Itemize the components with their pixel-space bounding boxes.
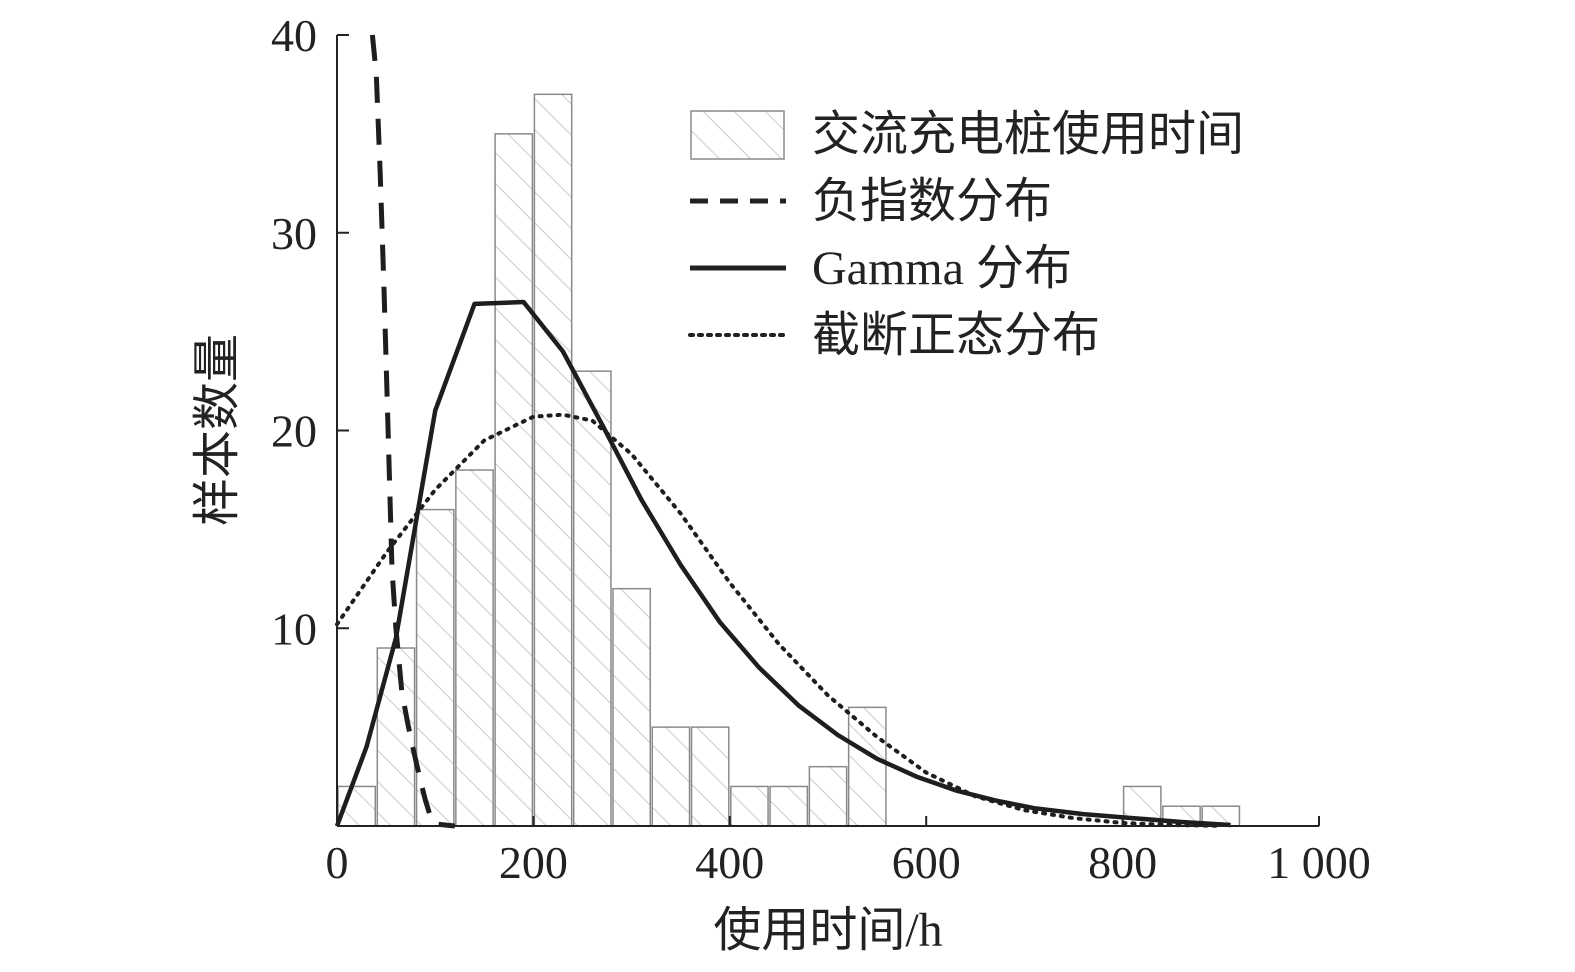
- legend-label-gamma: Gamma 分布: [812, 242, 1072, 295]
- exponential-curve: [369, 34, 456, 829]
- histogram-bar: [651, 726, 691, 827]
- histogram-bar: [769, 785, 809, 827]
- distribution-curves: [334, 34, 1231, 829]
- histogram-bar: [730, 785, 769, 827]
- histogram-bar: [808, 765, 848, 827]
- x-tick-label: 800: [1088, 837, 1157, 888]
- legend: 交流充电桩使用时间 负指数分布 Gamma 分布 截断正态分布: [688, 108, 1244, 362]
- y-axis-title: 样本数量: [191, 334, 244, 526]
- y-tick-label: 10: [271, 603, 317, 654]
- legend-label-exponential: 负指数分布: [812, 175, 1052, 228]
- histogram-bar: [455, 469, 494, 827]
- histogram-bar: [376, 647, 416, 827]
- gamma-curve: [334, 299, 1231, 828]
- legend-label-truncated-normal: 截断正态分布: [812, 309, 1100, 362]
- histogram-bars: [337, 93, 1241, 827]
- x-axis-title: 使用时间/h: [713, 904, 942, 957]
- x-tick-label: 200: [499, 837, 568, 888]
- x-tick-label: 600: [892, 837, 961, 888]
- truncated-normal-curve: [335, 412, 1223, 828]
- histogram-bar: [690, 726, 730, 827]
- x-tick-label: 400: [695, 837, 764, 888]
- histogram-bar: [533, 93, 573, 827]
- legend-swatch-histogram: [690, 110, 785, 160]
- histogram-bar: [612, 587, 651, 827]
- y-tick-label: 20: [271, 406, 317, 457]
- x-tick-label: 1 000: [1267, 837, 1371, 888]
- axis-ticks: 0 200 400 600 800 1 000 10 20 30 40: [271, 10, 1371, 888]
- y-tick-label: 30: [271, 208, 317, 259]
- x-tick-label: 0: [326, 837, 349, 888]
- legend-label-histogram: 交流充电桩使用时间: [812, 108, 1244, 161]
- histogram-bar: [415, 508, 455, 827]
- histogram-bar: [847, 706, 887, 827]
- y-tick-label: 40: [271, 10, 317, 61]
- histogram-bar: [494, 133, 534, 827]
- histogram-bar: [572, 370, 612, 827]
